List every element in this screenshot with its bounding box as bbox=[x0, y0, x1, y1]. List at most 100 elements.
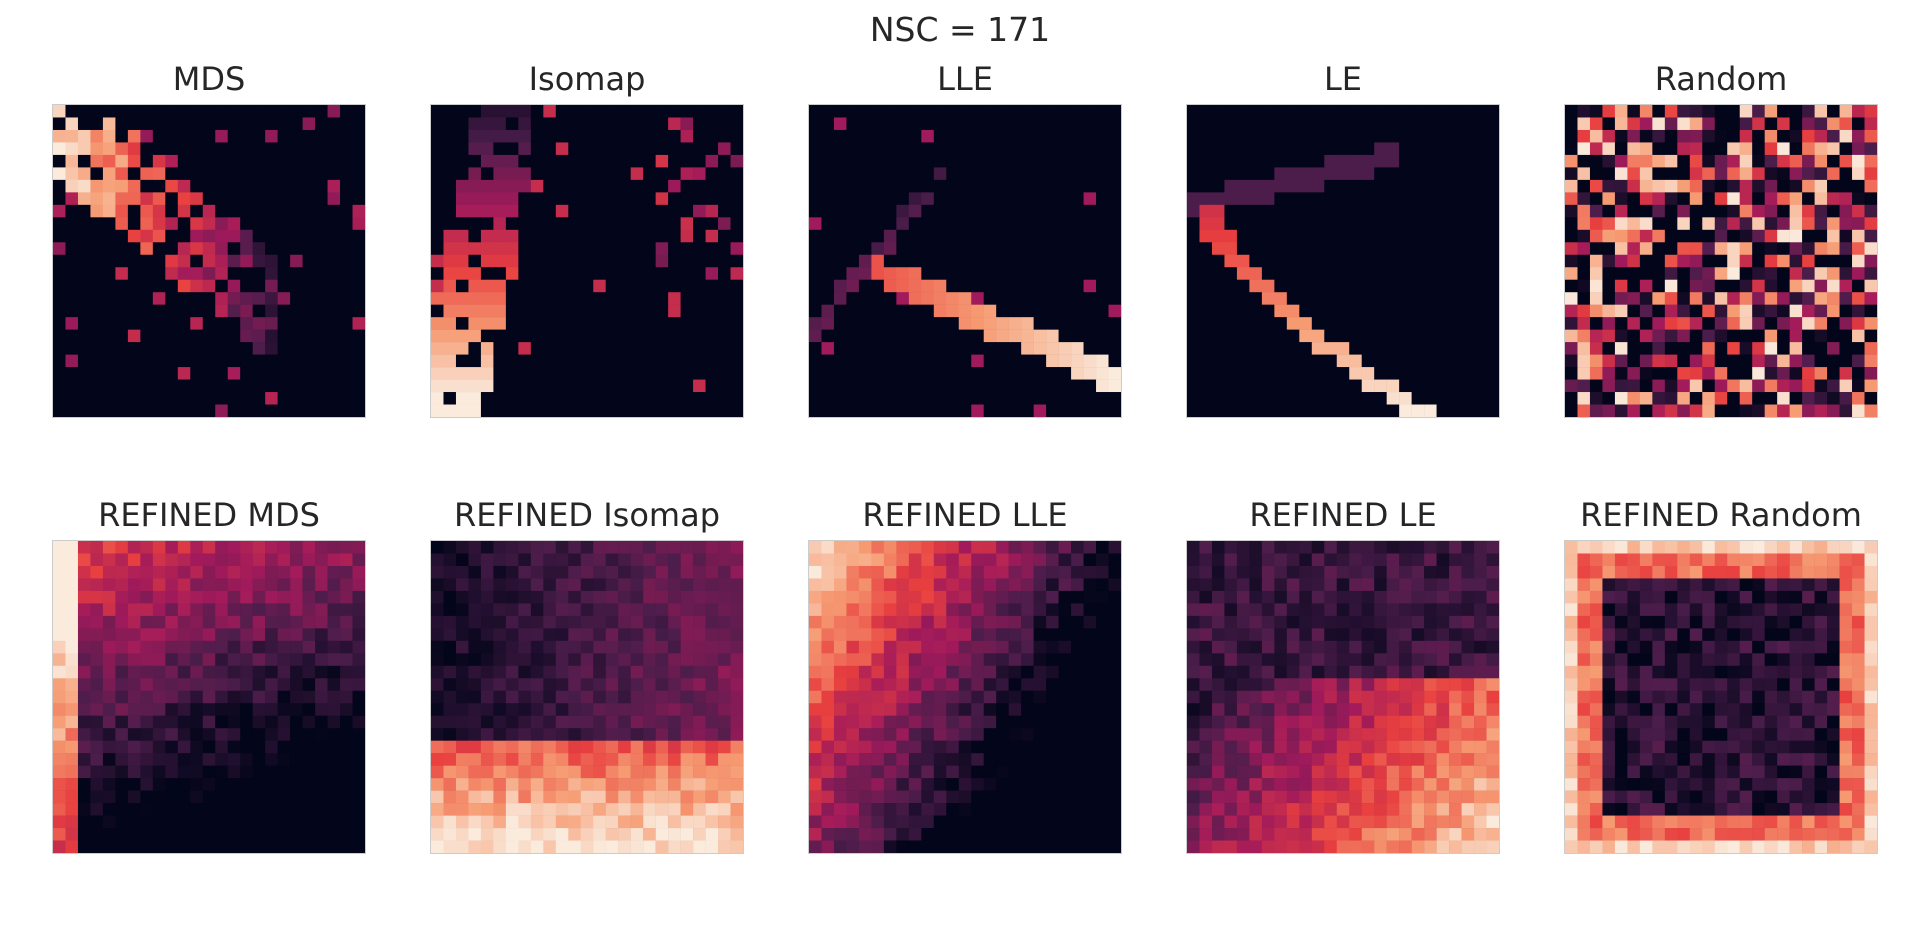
heatmap-cell bbox=[821, 217, 835, 231]
heatmap-cell bbox=[1046, 329, 1059, 343]
heatmap-cell bbox=[1058, 728, 1072, 741]
heatmap-cell bbox=[1486, 242, 1499, 256]
heatmap-cell bbox=[1349, 142, 1362, 156]
heatmap-cell bbox=[530, 828, 544, 841]
heatmap-cell bbox=[240, 204, 253, 218]
heatmap-cell bbox=[1589, 254, 1603, 268]
heatmap-cell bbox=[1864, 279, 1877, 293]
heatmap-cell bbox=[1096, 267, 1109, 280]
heatmap-cell bbox=[1436, 217, 1450, 231]
heatmap-cell bbox=[227, 828, 241, 841]
heatmap-cell bbox=[227, 703, 241, 716]
heatmap-cell bbox=[431, 292, 444, 305]
heatmap-cell bbox=[580, 229, 594, 243]
heatmap-cell bbox=[327, 154, 341, 168]
heatmap-cell bbox=[809, 204, 822, 218]
heatmap-cell bbox=[240, 740, 253, 754]
heatmap-cell bbox=[530, 665, 544, 679]
heatmap-cell bbox=[1046, 615, 1059, 629]
heatmap-cell bbox=[1664, 229, 1678, 243]
heatmap-cell bbox=[530, 740, 544, 754]
heatmap-cell bbox=[809, 828, 822, 841]
heatmap-cell bbox=[227, 204, 241, 218]
heatmap-cell bbox=[202, 603, 216, 617]
heatmap-cell bbox=[921, 690, 935, 704]
heatmap-cell bbox=[593, 342, 606, 355]
heatmap-cell bbox=[883, 392, 897, 405]
heatmap-cell bbox=[165, 267, 179, 280]
heatmap-cell bbox=[480, 590, 494, 604]
heatmap-cell bbox=[1839, 404, 1853, 417]
heatmap-cell bbox=[693, 167, 706, 181]
heatmap-cell bbox=[443, 154, 457, 168]
heatmap-cell bbox=[996, 217, 1009, 231]
heatmap-cell bbox=[1021, 728, 1034, 741]
heatmap-cell bbox=[290, 129, 303, 143]
heatmap-cell bbox=[705, 715, 719, 729]
heatmap-cell bbox=[1008, 828, 1022, 841]
heatmap-cell bbox=[680, 105, 694, 118]
heatmap-cell bbox=[908, 828, 922, 841]
heatmap-cell bbox=[555, 392, 569, 405]
heatmap-cell bbox=[643, 292, 656, 305]
heatmap-cell bbox=[327, 404, 341, 417]
heatmap-cell bbox=[127, 541, 141, 554]
heatmap-cell bbox=[277, 392, 291, 405]
heatmap-cell bbox=[1071, 541, 1084, 554]
heatmap-cell bbox=[1299, 167, 1313, 181]
heatmap-cell bbox=[315, 304, 328, 318]
heatmap-cell bbox=[140, 678, 154, 692]
heatmap-cell bbox=[352, 603, 365, 617]
heatmap-cell bbox=[315, 192, 328, 206]
heatmap-cell bbox=[1752, 229, 1765, 243]
heatmap-cell bbox=[1033, 279, 1047, 293]
heatmap-cell bbox=[290, 715, 303, 729]
heatmap-cell bbox=[1802, 129, 1815, 143]
heatmap-cell bbox=[1461, 129, 1475, 143]
heatmap-cell bbox=[468, 803, 482, 816]
heatmap-cell bbox=[1058, 167, 1072, 181]
heatmap-cell bbox=[543, 179, 557, 193]
heatmap-cell bbox=[177, 840, 191, 853]
heatmap-cell bbox=[730, 217, 743, 231]
heatmap-cell bbox=[227, 292, 241, 305]
heatmap-cell bbox=[1424, 142, 1437, 156]
heatmap-cell bbox=[555, 229, 569, 243]
heatmap-cell bbox=[1714, 254, 1728, 268]
heatmap-cell bbox=[871, 578, 885, 592]
heatmap-cell bbox=[568, 653, 582, 667]
heatmap-cell bbox=[53, 367, 66, 380]
heatmap-cell bbox=[302, 628, 316, 642]
heatmap-cell bbox=[1008, 603, 1022, 617]
heatmap-cell bbox=[1058, 678, 1072, 692]
heatmap-cell bbox=[871, 603, 885, 617]
heatmap-cell bbox=[1274, 229, 1288, 243]
heatmap-cell bbox=[1827, 404, 1840, 417]
heatmap-cell bbox=[1764, 204, 1778, 218]
heatmap-cell bbox=[1361, 129, 1375, 143]
heatmap-cell bbox=[946, 242, 960, 256]
heatmap-cell bbox=[1474, 217, 1487, 231]
heatmap-cell bbox=[908, 317, 922, 330]
heatmap-cell bbox=[252, 217, 266, 231]
heatmap-cell bbox=[908, 640, 922, 654]
heatmap-cell bbox=[202, 117, 216, 131]
heatmap-cell bbox=[431, 279, 444, 293]
heatmap-cell bbox=[858, 828, 872, 841]
heatmap-cell bbox=[302, 404, 316, 417]
heatmap-cell bbox=[340, 317, 353, 330]
heatmap-cell bbox=[809, 317, 822, 330]
heatmap-cell bbox=[265, 392, 278, 405]
heatmap-cell bbox=[431, 229, 444, 243]
heatmap-cell bbox=[90, 117, 104, 131]
heatmap-cell bbox=[921, 192, 935, 206]
heatmap-cell bbox=[1399, 354, 1412, 368]
heatmap-cell bbox=[1852, 105, 1865, 118]
heatmap-cell bbox=[227, 392, 241, 405]
heatmap-cell bbox=[643, 329, 656, 343]
heatmap-cell bbox=[90, 715, 104, 729]
heatmap-cell bbox=[933, 628, 947, 642]
heatmap-cell bbox=[655, 304, 669, 318]
heatmap-cell bbox=[618, 640, 631, 654]
heatmap-cell bbox=[340, 379, 353, 393]
